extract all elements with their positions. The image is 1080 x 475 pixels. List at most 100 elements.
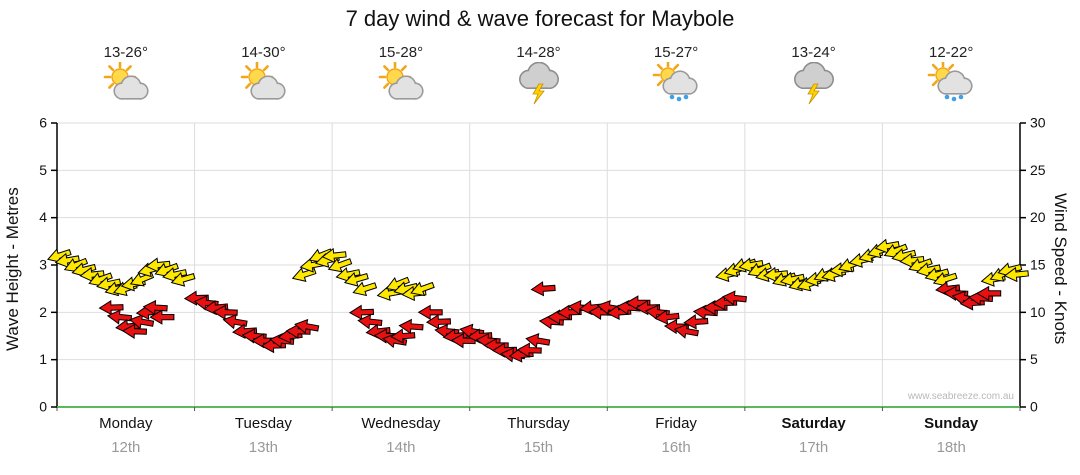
- wind-arrow: [625, 295, 651, 311]
- svg-text:25: 25: [1030, 162, 1046, 178]
- sun-cloud-icon: [239, 60, 287, 108]
- wind-arrow: [348, 304, 375, 320]
- wind-arrow: [222, 314, 248, 330]
- wind-arrow: [294, 318, 320, 334]
- sun-cloud-rain-icon: [652, 59, 700, 108]
- wind-arrow: [54, 252, 80, 268]
- wind-arrow: [98, 299, 124, 316]
- storm-icon: [515, 61, 563, 108]
- wind-arrow: [321, 247, 347, 264]
- wind-arrow: [170, 271, 196, 287]
- temp-label: 13-26°: [103, 44, 148, 61]
- svg-text:0: 0: [1030, 399, 1038, 415]
- wind-arrow: [145, 257, 171, 273]
- wind-arrow: [410, 281, 435, 297]
- left-axis-ticks: 0 1 2 3 4 5 6: [39, 115, 57, 415]
- gridlines: [57, 122, 1020, 407]
- weekday-label: Saturday: [781, 415, 846, 432]
- date-label: 17th: [798, 439, 829, 456]
- svg-text:15: 15: [1030, 257, 1046, 273]
- wind-arrow: [343, 271, 369, 287]
- wind-arrow: [976, 285, 1002, 302]
- weekday-label: Friday: [655, 415, 697, 432]
- temp-label: 15-27°: [653, 44, 699, 61]
- date-label: 14th: [386, 439, 416, 456]
- date-label: 18th: [936, 439, 966, 456]
- temp-label: 12-22°: [929, 44, 974, 61]
- axes: [56, 123, 1021, 411]
- temp-label: 13-24°: [791, 44, 836, 61]
- wind-arrow: [212, 304, 238, 320]
- right-axis-title: Wind Speed - Knots: [1051, 193, 1070, 345]
- date-label: 16th: [661, 439, 691, 456]
- wind-arrow: [142, 299, 168, 316]
- wind-arrow: [924, 267, 950, 283]
- wind-arrow: [1003, 266, 1029, 283]
- wind-arrow: [390, 328, 416, 344]
- wind-arrow: [162, 267, 188, 283]
- wind-arrow: [149, 309, 175, 325]
- watermark: www.seabreeze.com.au: [907, 391, 1014, 402]
- wind-arrow: [763, 266, 789, 283]
- page-title: 7 day wind & wave forecast for Maybole: [345, 6, 735, 31]
- wind-arrow: [654, 309, 680, 325]
- wind-arrow: [398, 318, 424, 335]
- wind-arrow: [434, 323, 460, 339]
- weekday-label: Monday: [99, 415, 153, 432]
- wind-arrow: [193, 295, 219, 311]
- wind-arrow: [357, 314, 383, 330]
- wind-arrow: [916, 262, 942, 278]
- svg-text:0: 0: [39, 399, 47, 415]
- temp-label: 14-28°: [516, 44, 561, 61]
- weekday-label: Wednesday: [361, 415, 441, 432]
- wind-arrow: [516, 342, 542, 358]
- svg-text:2: 2: [39, 304, 47, 320]
- wind-arrow: [530, 281, 556, 297]
- sun-cloud-icon: [102, 60, 150, 108]
- wind-arrow: [335, 267, 361, 283]
- date-label: 12th: [111, 439, 141, 456]
- wind-arrow: [269, 333, 295, 349]
- wind-arrow: [779, 271, 805, 287]
- wind-arrow: [525, 333, 551, 349]
- wind-arrows: [46, 238, 1029, 363]
- storm-icon: [790, 61, 838, 108]
- svg-text:4: 4: [39, 209, 47, 225]
- svg-text:5: 5: [1030, 351, 1038, 367]
- wind-arrow: [79, 266, 105, 283]
- wind-arrow: [425, 314, 452, 330]
- wind-arrow: [417, 304, 443, 320]
- temp-label: 14-30°: [241, 44, 286, 61]
- wind-arrow: [738, 257, 764, 273]
- svg-text:20: 20: [1030, 209, 1046, 225]
- weekday-label: Sunday: [924, 415, 979, 432]
- wind-arrow: [106, 309, 133, 325]
- wind-arrow: [327, 257, 353, 273]
- wind-arrow: [129, 314, 155, 330]
- sun-cloud-rain-icon: [927, 59, 975, 108]
- right-axis-ticks: 0 5 10 15 20 25 30: [1020, 115, 1046, 415]
- wind-arrow: [673, 323, 699, 339]
- sun-cloud-icon: [377, 60, 425, 108]
- date-label: 15th: [523, 439, 554, 456]
- weekday-label: Tuesday: [234, 415, 292, 432]
- temp-label: 15-28°: [378, 44, 424, 61]
- wind-arrow: [352, 281, 378, 297]
- wind-arrow: [121, 323, 148, 339]
- wind-arrow: [382, 333, 408, 349]
- weekday-label: Thursday: [507, 415, 570, 432]
- date-label: 13th: [248, 439, 278, 456]
- svg-text:30: 30: [1030, 115, 1046, 131]
- svg-text:1: 1: [39, 351, 47, 367]
- wind-arrow: [96, 276, 122, 292]
- svg-text:3: 3: [39, 257, 47, 273]
- svg-text:5: 5: [39, 162, 47, 178]
- svg-text:10: 10: [1030, 304, 1046, 320]
- wind-arrow: [874, 238, 900, 254]
- wind-arrow: [721, 290, 747, 306]
- wind-arrow: [683, 314, 709, 330]
- wind-arrow: [644, 304, 670, 320]
- wind-arrow: [899, 252, 925, 268]
